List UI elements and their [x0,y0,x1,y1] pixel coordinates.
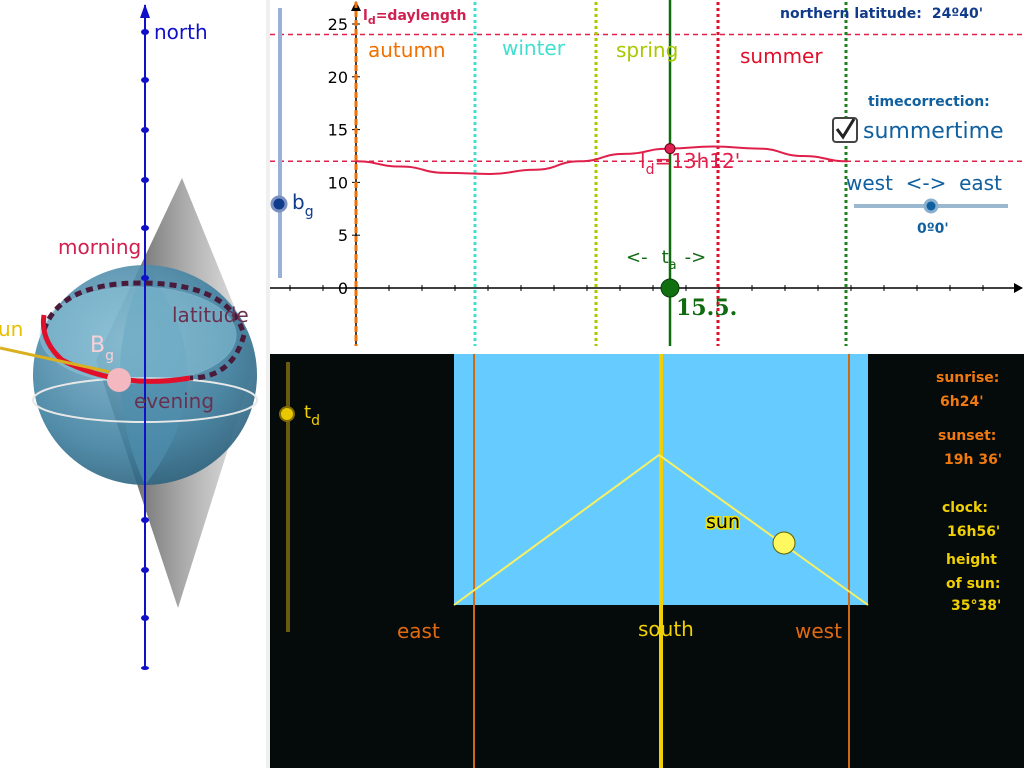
daylength-curve [355,145,849,175]
south-label: south [638,617,694,641]
clock-label: clock: [942,500,988,516]
ta-date-point[interactable] [660,278,680,298]
sky-view[interactable]: td sun east south west sunrise: 6h24' su… [270,354,1024,768]
point-bg-label: Bg [90,333,114,364]
td-slider-handle[interactable] [279,406,295,422]
axis-ticks [141,29,149,670]
daylength-graph[interactable]: 0 5 10 15 20 25 [270,0,1024,350]
west-label: west [795,619,842,643]
night-arc [41,280,247,381]
y-tick-label: 25 [328,15,348,34]
summertime-label[interactable]: summertime [863,119,1004,144]
sun-label-3d: un [0,317,23,341]
checkmark-icon [835,118,856,140]
view-3d[interactable]: north morning latitude evening un Bg [0,0,266,768]
east-label: east [397,619,440,643]
north-label: north [154,20,208,44]
td-label: td [304,402,320,429]
height-label-2: of sun: [946,576,1000,592]
sun-label: sun [706,511,740,533]
current-daylength-point[interactable] [664,143,676,155]
sun-path [453,453,869,606]
sunset-value: 19h 36' [944,452,1002,468]
sun-ray [0,346,111,374]
sunset-label: sunset: [938,428,996,444]
height-value: 35°38' [951,598,1001,614]
morning-label: morning [58,235,141,259]
equator-ring [39,286,237,384]
sunrise-label: sunrise: [936,370,999,386]
y-tick-label: 0 [338,279,348,298]
y-tick-label: 5 [338,226,348,245]
y-tick-label: 10 [328,173,348,192]
y-tick-label: 20 [328,68,348,87]
clock-value: 16h56' [947,524,1000,540]
sunrise-value: 6h24' [940,394,983,410]
point-bg-3d[interactable] [107,368,131,392]
evening-label: evening [134,389,214,413]
y-tick-label: 15 [328,121,348,140]
height-label-1: height [946,552,997,568]
view-divider[interactable] [266,0,270,768]
sun-marker[interactable] [772,531,796,555]
westeast-slider-handle[interactable] [923,198,939,214]
north-arrowhead [140,4,150,18]
graph-controls: summertime [270,8,1008,298]
bg-slider-handle[interactable] [270,195,288,213]
latitude-label: latitude [172,303,249,327]
